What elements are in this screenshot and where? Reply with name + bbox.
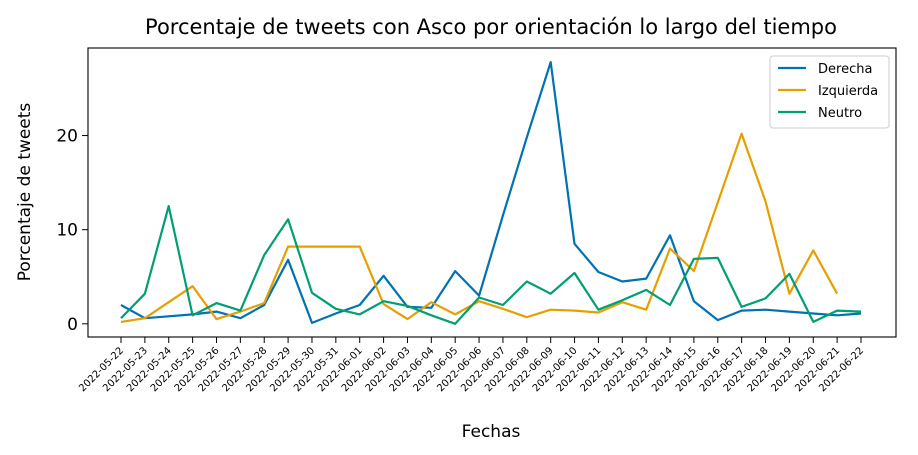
- x-axis-label: Fechas: [462, 422, 521, 442]
- legend-box: [769, 55, 890, 129]
- legend-label-izquierda: Izquierda: [818, 84, 878, 99]
- x-axis: 2022-05-222022-05-232022-05-242022-05-25…: [77, 337, 866, 394]
- y-axis-label: Porcentaje de tweets: [15, 103, 35, 282]
- legend-items: Derecha Izquierda Neutro: [778, 62, 878, 121]
- legend: Derecha Izquierda Neutro: [769, 55, 890, 129]
- series-line-derecha: [120, 61, 862, 324]
- series-lines: [120, 61, 862, 325]
- legend-label-derecha: Derecha: [818, 62, 872, 77]
- y-axis: 0 10 20: [56, 127, 88, 335]
- y-tick-label: 0: [67, 315, 78, 335]
- legend-label-neutro: Neutro: [818, 106, 862, 121]
- plot-frame: [87, 47, 897, 338]
- y-tick-label: 20: [56, 127, 78, 147]
- y-tick-label: 10: [56, 221, 78, 241]
- chart-title: Porcentaje de tweets con Asco por orient…: [145, 15, 837, 39]
- series-line-neutro: [120, 205, 862, 325]
